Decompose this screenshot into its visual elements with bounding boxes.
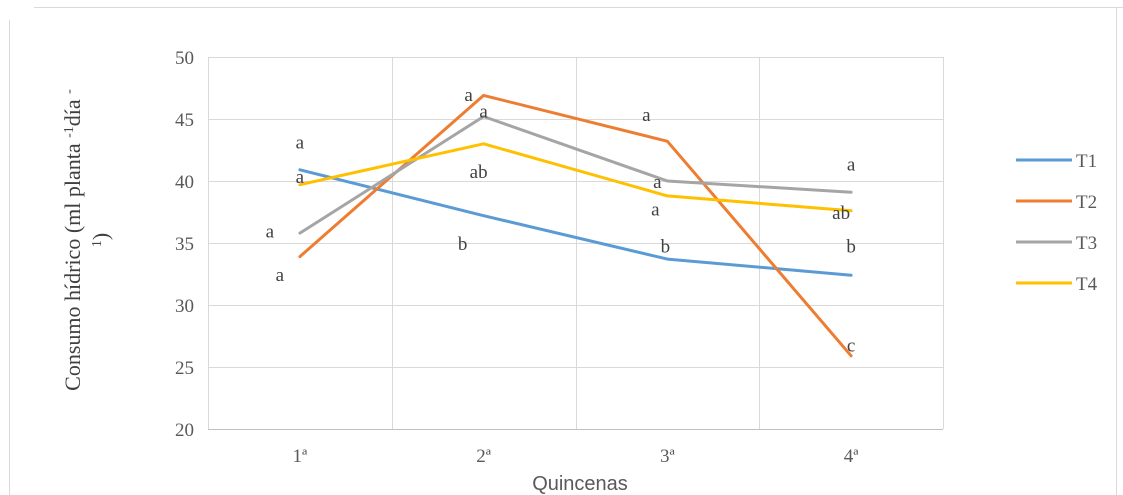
y-tick-labels: 20 25 30 35 40 45 50: [175, 48, 194, 441]
y-tick-label: 45: [175, 110, 194, 131]
y-axis-title-sup2: -: [62, 89, 77, 94]
y-axis-title-sup1: -1: [62, 126, 77, 138]
y-axis-title-part2: día: [60, 94, 85, 126]
significance-label: a: [296, 132, 305, 153]
y-axis-title: Consumo hídrico (ml planta -1día -: [60, 89, 85, 391]
series-lines: [298, 93, 853, 358]
significance-label: a: [266, 222, 275, 243]
significance-label: ab: [832, 203, 850, 224]
y-tick-label: 35: [175, 234, 194, 255]
legend: T1 T2 T3 T4: [1016, 151, 1098, 295]
significance-label: a: [296, 167, 305, 188]
significance-label: b: [846, 236, 856, 257]
y-axis-title-line2: 1): [88, 233, 113, 247]
significance-label: b: [458, 234, 468, 255]
y-axis-title-part1: Consumo hídrico (ml planta: [60, 138, 85, 391]
series-line-t3: [298, 115, 853, 235]
significance-label: ab: [470, 162, 488, 183]
x-axis-title: Quincenas: [532, 473, 628, 495]
y-tick-label: 30: [175, 296, 194, 317]
legend-label-t2: T2: [1076, 192, 1097, 213]
x-tick-label: 2ª: [476, 446, 492, 467]
y-tick-label: 25: [175, 358, 194, 379]
x-tick-labels: 1ª 2ª 3ª 4ª: [293, 446, 860, 467]
y-axis-title-close: ): [88, 233, 113, 240]
y-axis-title-sup3: 1: [90, 240, 105, 247]
x-tick-label: 4ª: [844, 446, 860, 467]
significance-label: a: [276, 265, 285, 286]
y-tick-label: 20: [175, 420, 194, 441]
legend-label-t3: T3: [1076, 233, 1097, 254]
significance-label: c: [847, 336, 855, 357]
significance-label: a: [642, 105, 651, 126]
significance-label: a: [464, 85, 473, 106]
significance-label: b: [661, 236, 671, 257]
significance-label: a: [479, 101, 488, 122]
significance-label: a: [651, 199, 660, 220]
legend-label-t4: T4: [1076, 274, 1098, 295]
x-tick-label: 1ª: [293, 446, 309, 467]
gridlines: [208, 57, 944, 430]
series-line-t1: [298, 168, 853, 277]
y-tick-label: 50: [175, 48, 194, 69]
x-tick-label: 3ª: [660, 446, 676, 467]
legend-label-t1: T1: [1076, 151, 1097, 172]
series-line-t4: [298, 142, 853, 213]
significance-label: a: [847, 155, 856, 176]
y-tick-label: 40: [175, 172, 194, 193]
series-line-t2: [298, 93, 853, 358]
significance-label: a: [653, 172, 662, 193]
